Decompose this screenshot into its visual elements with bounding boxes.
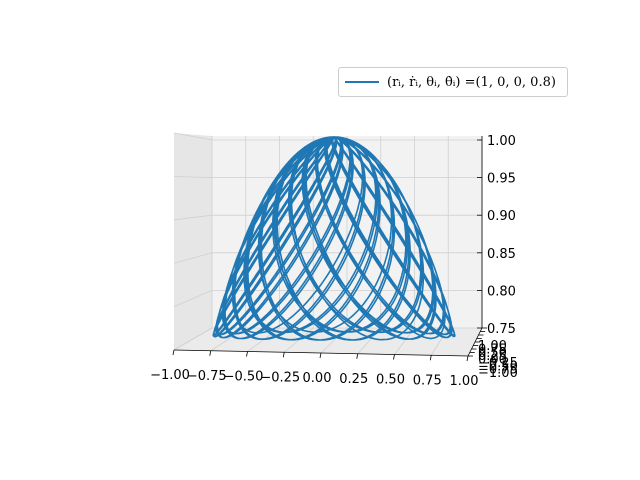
series-line <box>212 136 456 341</box>
legend-label: (rᵢ, ṙᵢ, θᵢ, θ̇ᵢ) =(1, 0, 0, 0.8) <box>387 74 556 90</box>
x-tick-label: 0.50 <box>376 373 405 388</box>
x-tick-mark <box>393 354 395 360</box>
y-tick-label: 0.50 <box>478 346 507 361</box>
z-tick-label: 0.90 <box>487 209 516 224</box>
z-tick-label: 0.95 <box>487 172 516 187</box>
x-tick-label: −0.25 <box>260 370 300 385</box>
x-tick-label: 0.00 <box>303 371 332 386</box>
x-tick-mark <box>246 351 248 357</box>
y-tick-label: 0.00 <box>478 353 507 368</box>
z-grid-line <box>173 132 213 141</box>
y-tick-label: −0.50 <box>478 359 518 374</box>
legend-line-swatch <box>345 81 379 83</box>
y-tick-label: −1.00 <box>478 366 518 381</box>
x-tick-label: −1.00 <box>150 368 190 383</box>
x-tick-label: 0.75 <box>413 373 442 388</box>
z-tick-label: 1.00 <box>487 134 516 149</box>
x-tick-label: −0.50 <box>224 370 264 385</box>
z-tick-label: 0.80 <box>487 284 516 299</box>
y-tick-label: 1.00 <box>478 339 507 354</box>
x-tick-mark <box>319 352 322 359</box>
x-tick-mark <box>209 350 212 356</box>
z-grid-line <box>173 214 213 221</box>
left-pane <box>174 133 212 350</box>
legend: (rᵢ, ṙᵢ, θᵢ, θ̇ᵢ) =(1, 0, 0, 0.8) <box>338 67 568 97</box>
x-tick-mark <box>172 349 175 356</box>
x-tick-label: 0.25 <box>339 372 368 387</box>
y-tick-label: −0.75 <box>478 363 518 378</box>
x-tick-label: 1.00 <box>450 374 479 389</box>
z-grid-line <box>173 252 213 264</box>
trajectory-curve <box>212 136 456 341</box>
tick-labels: −1.00−0.75−0.50−0.25 0.00 0.25 0.50 0.75 1.00… <box>150 134 518 389</box>
x-tick-label: −0.75 <box>187 369 227 384</box>
x-tick-mark <box>466 355 469 362</box>
z-grid-line <box>173 290 213 307</box>
y-tick-label: −0.25 <box>478 356 518 371</box>
y-tick-label: 0.25 <box>478 349 507 364</box>
x-grid-line <box>430 327 449 356</box>
z-grid-line <box>173 327 213 351</box>
x-tick-mark <box>282 352 285 358</box>
tick-marks <box>172 139 487 362</box>
z-grid-line <box>173 176 213 178</box>
y-tick-label: 0.75 <box>478 342 507 357</box>
x-tick-mark <box>429 355 432 361</box>
z-tick-label: 0.85 <box>487 247 516 262</box>
z-tick-label: 0.75 <box>487 322 516 337</box>
x-grid-line <box>210 327 246 352</box>
x-tick-mark <box>356 353 359 359</box>
